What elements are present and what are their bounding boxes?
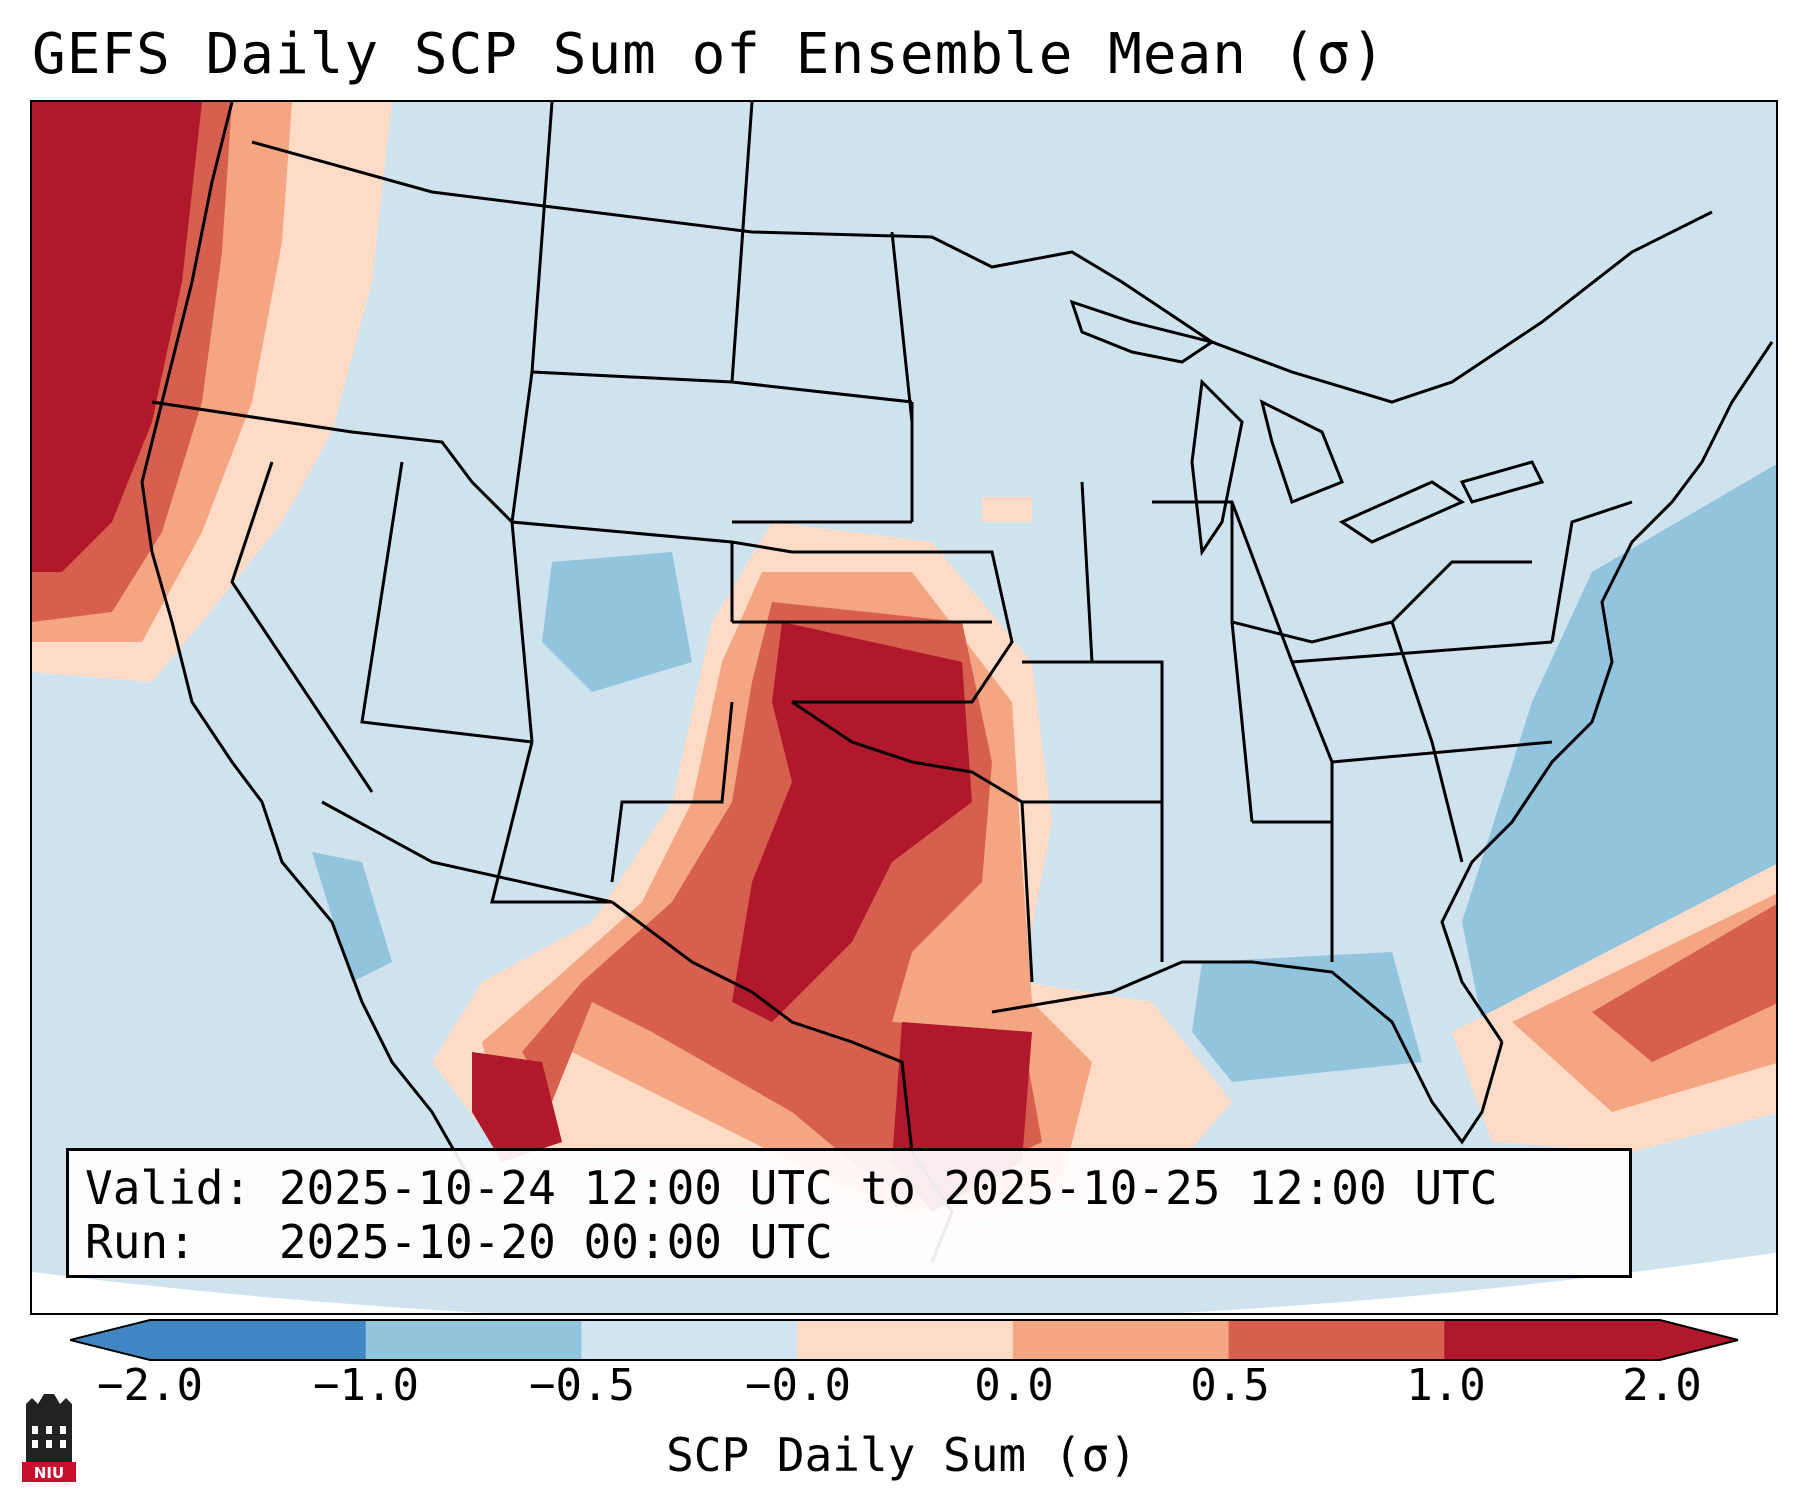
- bottom-arc-white: [32, 1252, 1776, 1313]
- colorbar-extend-high: [1660, 1320, 1738, 1360]
- niu-logo: NIU: [22, 1394, 76, 1482]
- colorbar-segment: [1444, 1320, 1661, 1360]
- great-lakes-outline: [1069, 299, 1545, 557]
- baja-low-patch: [312, 852, 392, 982]
- map-title: GEFS Daily SCP Sum of Ensemble Mean (σ): [32, 22, 1386, 87]
- plains-darkred-region: [732, 622, 972, 1022]
- colorbar-ticks: −2.0 −1.0 −0.5 −0.0 0.0 0.5 1.0 2.0: [0, 1360, 1803, 1420]
- atlantic-red-band: [1592, 904, 1776, 1062]
- map-canvas: [32, 102, 1776, 1313]
- tick-label: 0.5: [1190, 1360, 1270, 1411]
- run-time-text: Run: 2025-10-20 00:00 UTC: [85, 1215, 833, 1269]
- colorbar-segment: [365, 1320, 582, 1360]
- mexico-border: [321, 800, 613, 904]
- tick-label: 0.0: [974, 1360, 1054, 1411]
- pnw-darkred-region: [32, 102, 202, 572]
- mexico-darkred: [472, 1052, 562, 1162]
- colorbar-segment: [1228, 1320, 1445, 1360]
- colorbar-label: SCP Daily Sum (σ): [666, 1428, 1137, 1482]
- colorbar: [70, 1319, 1739, 1361]
- colorbar-segment: [1012, 1320, 1230, 1360]
- colorbar-outline: [70, 1319, 1739, 1361]
- tick-label: 1.0: [1406, 1360, 1486, 1411]
- state-lines-east: [1080, 481, 1633, 962]
- state-lines-plains: [610, 550, 1164, 983]
- validity-info-box: Valid: 2025-10-24 12:00 UTC to 2025-10-2…: [66, 1148, 1632, 1278]
- colorbar-segments: [70, 1320, 1738, 1360]
- colorbar-segment: [581, 1320, 798, 1360]
- map-panel: [30, 100, 1778, 1315]
- tick-label: 2.0: [1622, 1360, 1702, 1411]
- tick-label: −0.5: [529, 1360, 635, 1411]
- pacific-coastline: [140, 102, 474, 1183]
- colorbar-segment: [150, 1320, 367, 1360]
- colorbar-extend-low: [70, 1320, 150, 1360]
- tick-label: −1.0: [313, 1360, 419, 1411]
- atlantic-coastline: [1440, 341, 1774, 1043]
- tick-label: −2.0: [97, 1360, 203, 1411]
- colorado-low-patch: [542, 552, 692, 692]
- colorbar-segment: [797, 1320, 1014, 1360]
- iowa-peach-patch: [982, 497, 1032, 522]
- valid-time-text: Valid: 2025-10-24 12:00 UTC to 2025-10-2…: [85, 1161, 1498, 1215]
- state-lines-west: [151, 102, 914, 904]
- canada-us-border: [251, 140, 1713, 404]
- gulf-low-region: [1192, 952, 1422, 1082]
- logo-text: NIU: [34, 1464, 64, 1482]
- tick-label: −0.0: [745, 1360, 851, 1411]
